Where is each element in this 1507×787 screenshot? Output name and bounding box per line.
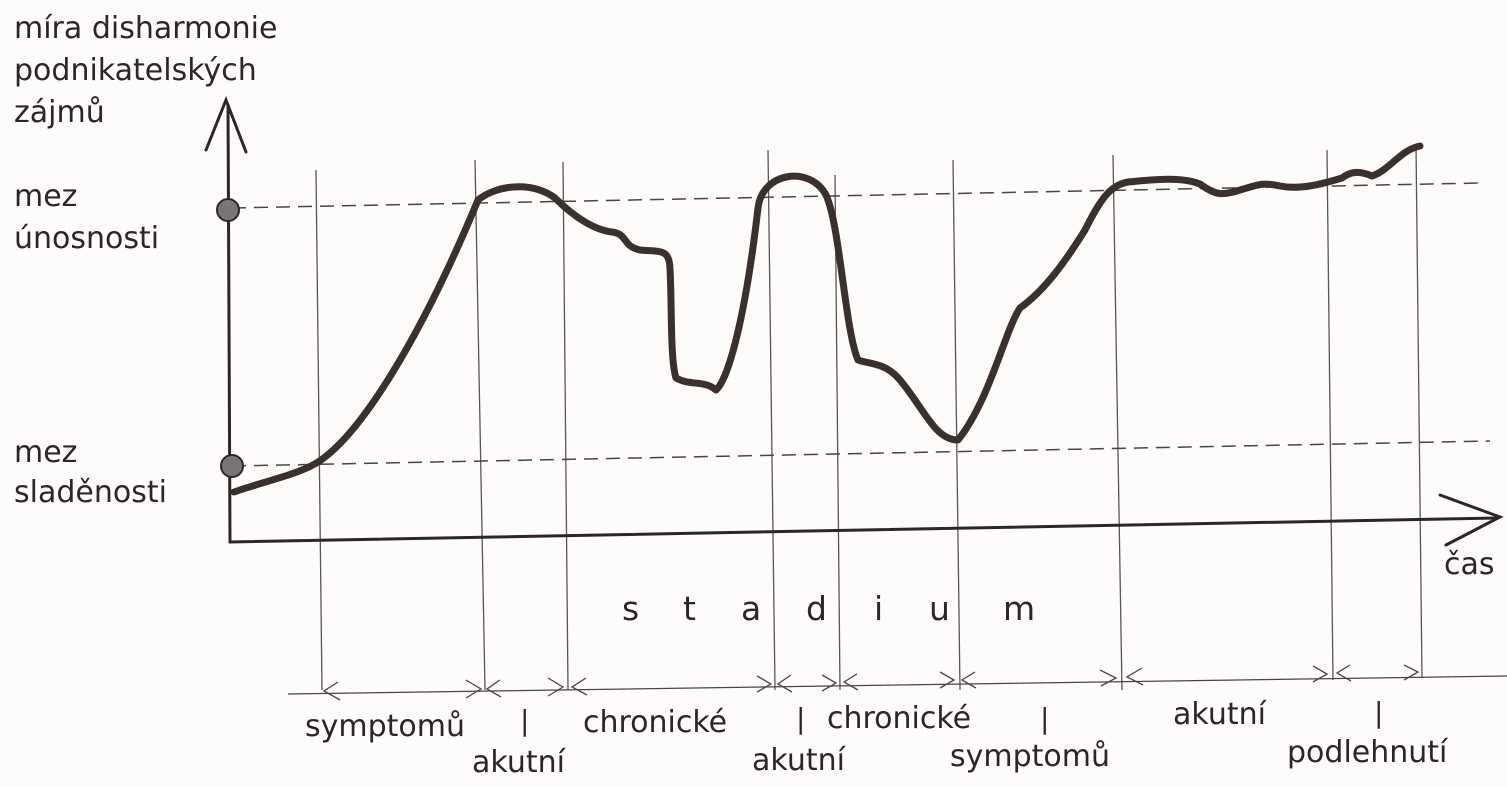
arrow-head	[842, 673, 859, 691]
stage-divider	[474, 159, 486, 691]
y-axis-arrow	[204, 95, 248, 154]
upper-limit-label-line-1: mez	[14, 179, 77, 214]
stage-label-chronicke: chronické	[827, 701, 971, 736]
stage-divider	[767, 149, 776, 691]
stadium-word: s t a d i u m	[622, 589, 1035, 628]
arrow-head	[1403, 664, 1420, 681]
stage-dividers	[315, 144, 1423, 691]
stadium-letter: s	[622, 589, 639, 628]
stage-separator: |	[1374, 696, 1383, 729]
stage-divider	[1326, 149, 1334, 681]
x-axis	[228, 516, 1500, 544]
stage-label-chronicke: chronické	[583, 705, 727, 740]
lower-limit-label-line-2: sladěnosti	[14, 475, 167, 510]
stage-divider	[834, 174, 841, 691]
x-axis-label: čas	[1444, 547, 1495, 582]
lower-limit-marker	[220, 454, 244, 478]
arrow-head	[960, 671, 977, 689]
stadium-letter: m	[1003, 589, 1035, 628]
arrow-head	[1099, 669, 1118, 687]
arrow-head	[776, 674, 793, 693]
arrow-head	[1312, 665, 1329, 683]
stage-label-symptomu: symptomů	[305, 709, 465, 744]
stadium-letter: i	[874, 589, 883, 628]
x-axis-arrow	[1438, 493, 1504, 547]
stage-labels: symptomů | akutní chronické | akutní chr…	[305, 696, 1449, 780]
arrow-head	[1125, 667, 1144, 686]
lower-limit-label-line-1: mez	[14, 435, 77, 470]
timeline-baseline	[287, 675, 1507, 695]
stage-separator: |	[1040, 702, 1049, 735]
stage-divider	[315, 169, 323, 691]
stadium-letter: u	[929, 589, 950, 628]
arrow-head	[1335, 664, 1352, 682]
stadium-letter: d	[806, 589, 827, 628]
upper-limit-label-line-2: únosnosti	[14, 221, 159, 256]
stage-label-symptomu: symptomů	[950, 739, 1110, 774]
axes	[204, 95, 1504, 547]
stage-divider	[952, 159, 961, 691]
arrow-head	[465, 679, 483, 699]
upper-limit-marker	[216, 198, 240, 222]
stage-label-akutni: akutní	[1173, 697, 1268, 732]
stage-label-akutni: akutní	[752, 743, 847, 778]
stage-label-podlehnuti: podlehnutí	[1287, 735, 1449, 770]
arrow-head	[547, 677, 565, 697]
stage-label-akutni: akutní	[472, 745, 567, 780]
arrow-head	[322, 681, 341, 701]
stage-separator: |	[520, 704, 529, 737]
timeline-arrows	[322, 664, 1420, 701]
stage-separator: |	[796, 702, 805, 735]
lower-limit-line	[231, 440, 1491, 467]
arrow-head	[939, 671, 956, 689]
y-axis-title-line-3: zájmů	[14, 95, 105, 130]
stadium-letter: a	[741, 589, 761, 628]
stage-divider	[562, 161, 569, 691]
stadium-letter: t	[683, 589, 696, 628]
y-axis-title-line-1: míra disharmonie	[14, 11, 277, 46]
y-axis-title-line-2: podnikatelských	[14, 53, 257, 88]
stage-divider	[1112, 154, 1123, 691]
arrow-head	[756, 675, 773, 693]
arrow-head	[485, 679, 502, 698]
arrow-head	[570, 677, 588, 696]
stage-divider	[1415, 144, 1423, 679]
arrow-head	[821, 674, 838, 692]
disharmony-curve	[230, 142, 1424, 496]
